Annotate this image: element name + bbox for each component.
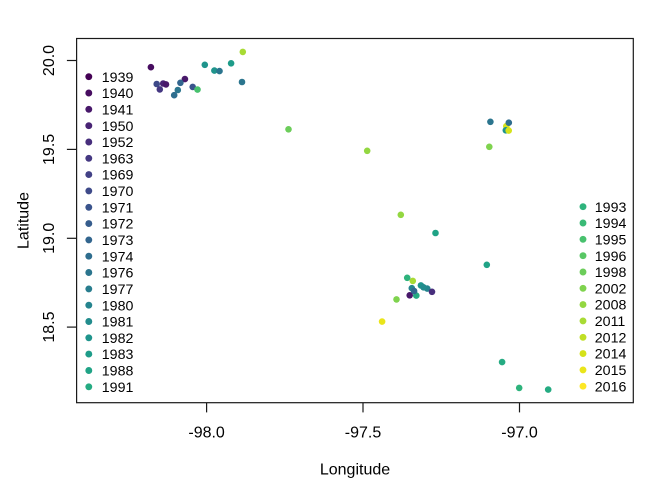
svg-text:1988: 1988 <box>102 364 134 380</box>
svg-text:Longitude: Longitude <box>320 462 390 479</box>
svg-text:1952: 1952 <box>102 135 134 151</box>
svg-text:1981: 1981 <box>102 315 134 331</box>
svg-text:1969: 1969 <box>102 168 134 184</box>
svg-text:1980: 1980 <box>102 298 134 314</box>
svg-text:1994: 1994 <box>595 216 627 232</box>
svg-text:1976: 1976 <box>102 266 134 282</box>
svg-text:20.0: 20.0 <box>41 45 58 76</box>
svg-text:Latitude: Latitude <box>16 192 33 249</box>
svg-text:1941: 1941 <box>102 102 134 118</box>
svg-text:1991: 1991 <box>102 380 134 396</box>
svg-text:1998: 1998 <box>595 265 627 281</box>
svg-text:1963: 1963 <box>102 151 134 167</box>
svg-text:1939: 1939 <box>102 70 134 86</box>
svg-text:1995: 1995 <box>595 232 627 248</box>
svg-text:1940: 1940 <box>102 86 134 102</box>
svg-text:18.5: 18.5 <box>41 311 58 342</box>
svg-text:1973: 1973 <box>102 233 134 249</box>
svg-text:2016: 2016 <box>595 379 627 395</box>
svg-text:-97.5: -97.5 <box>345 425 382 442</box>
svg-text:1950: 1950 <box>102 119 134 135</box>
svg-text:1971: 1971 <box>102 200 134 216</box>
svg-text:1977: 1977 <box>102 282 134 298</box>
svg-text:2011: 2011 <box>595 314 626 330</box>
svg-text:2015: 2015 <box>595 363 627 379</box>
svg-text:19.5: 19.5 <box>41 134 58 165</box>
svg-text:1982: 1982 <box>102 331 134 347</box>
svg-text:-98.0: -98.0 <box>188 425 225 442</box>
svg-text:1983: 1983 <box>102 347 134 363</box>
svg-text:-97.0: -97.0 <box>501 425 538 442</box>
svg-text:2008: 2008 <box>595 298 627 314</box>
svg-text:2012: 2012 <box>595 330 627 346</box>
svg-text:1996: 1996 <box>595 249 627 265</box>
svg-text:1970: 1970 <box>102 184 134 200</box>
svg-text:2014: 2014 <box>595 347 627 363</box>
svg-text:19.0: 19.0 <box>41 223 58 254</box>
svg-text:1972: 1972 <box>102 217 134 233</box>
svg-text:1993: 1993 <box>595 200 627 216</box>
svg-text:1974: 1974 <box>102 249 134 265</box>
svg-text:2002: 2002 <box>595 281 627 297</box>
